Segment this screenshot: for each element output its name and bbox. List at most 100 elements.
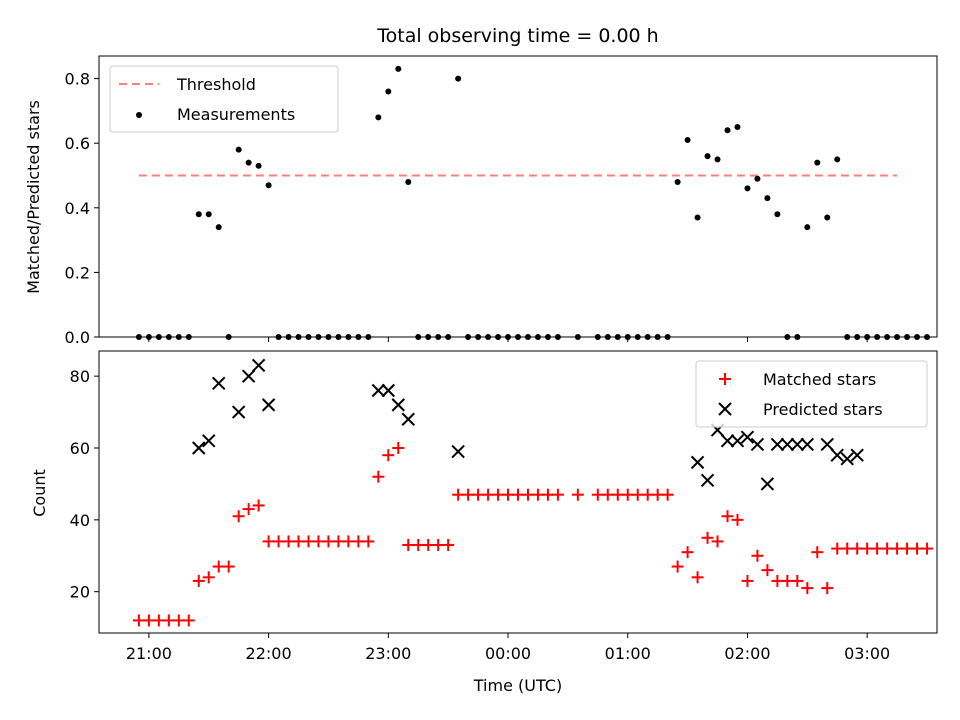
predicted-stars-point bbox=[202, 434, 216, 448]
matched-stars-point bbox=[232, 510, 245, 523]
matched-stars-point bbox=[681, 546, 694, 559]
x-tick-label: 22:00 bbox=[246, 644, 292, 663]
ratio-y-tick-label: 0.6 bbox=[65, 134, 90, 153]
measurement-point bbox=[395, 65, 402, 72]
predicted-stars-point bbox=[690, 455, 705, 470]
predicted-stars-point bbox=[212, 376, 226, 391]
x-tick-label: 21:00 bbox=[126, 644, 172, 663]
measurement-point bbox=[734, 124, 741, 131]
ratio-legend-box bbox=[109, 65, 339, 133]
measurement-point bbox=[195, 211, 202, 218]
matched-stars-point bbox=[192, 574, 205, 587]
predicted-stars-point bbox=[830, 448, 844, 462]
matched-stars-point bbox=[741, 574, 754, 587]
ratio-panel: Total observing time = 0.00 h 0.00.20.40… bbox=[24, 25, 938, 347]
measurement-point bbox=[694, 214, 701, 221]
count-legend-box bbox=[695, 360, 928, 428]
ratio-y-tick-label: 0.2 bbox=[65, 263, 90, 282]
predicted-stars-point bbox=[401, 412, 415, 426]
measurement-point bbox=[834, 156, 841, 163]
measurement-point bbox=[205, 211, 212, 218]
measurement-point bbox=[824, 214, 831, 221]
matched-stars-point bbox=[821, 582, 834, 595]
ratio-y-axis-label: Matched/Predicted stars bbox=[24, 100, 43, 294]
ratio-chart-title: Total observing time = 0.00 h bbox=[376, 25, 658, 47]
count-x-axis: 21:00 22:00 23:00 00:00 01:00 02:00 03:00 bbox=[126, 633, 890, 663]
count-panel: 20 40 60 80 21:00 22:00 23:00 00:00 01:00 02:00 0… bbox=[30, 350, 938, 695]
predicted-stars-point bbox=[770, 437, 785, 452]
count-y-tick-label: 40 bbox=[70, 511, 90, 530]
x-tick-label: 01:00 bbox=[605, 644, 651, 663]
measurement-point bbox=[764, 195, 771, 202]
predicted-stars-point bbox=[740, 430, 755, 444]
matched-stars-point bbox=[392, 441, 405, 454]
predicted-stars-point bbox=[391, 398, 405, 412]
matched-stars-point bbox=[801, 582, 814, 595]
predicted-stars-point bbox=[800, 437, 815, 452]
measurement-point bbox=[674, 178, 681, 185]
matched-stars-point bbox=[372, 470, 385, 483]
measurement-point bbox=[405, 178, 412, 185]
count-y-tick-label: 80 bbox=[70, 367, 90, 386]
matched-stars-point bbox=[921, 542, 934, 555]
predicted-stars-point bbox=[750, 437, 765, 452]
ratio-y-tick-label: 0.4 bbox=[65, 199, 90, 218]
predicted-stars-point bbox=[790, 437, 805, 452]
measurement-point bbox=[245, 159, 252, 166]
measurement-point bbox=[774, 211, 781, 218]
predicted-stars-point bbox=[381, 383, 396, 398]
measurement-point bbox=[714, 156, 721, 163]
measurement-point bbox=[744, 185, 751, 192]
predicted-stars-point bbox=[371, 383, 386, 398]
count-y-tick-label: 60 bbox=[70, 439, 90, 458]
measurement-point bbox=[255, 162, 262, 169]
matched-stars-point bbox=[791, 574, 804, 587]
matched-stars-point bbox=[182, 614, 195, 627]
measurement-point bbox=[385, 88, 392, 95]
ratio-y-tick-label: 0.8 bbox=[65, 70, 90, 89]
predicted-stars-point bbox=[231, 405, 246, 419]
legend-measurements-label: Measurements bbox=[177, 105, 295, 124]
x-axis-label: Time (UTC) bbox=[473, 676, 562, 695]
measurement-point bbox=[754, 175, 761, 182]
count-y-axis: 20 40 60 80 bbox=[70, 367, 99, 602]
predicted-stars-point bbox=[700, 473, 715, 488]
matched-stars-point bbox=[811, 546, 824, 559]
predicted-stars-point bbox=[720, 434, 735, 448]
ratio-y-tick-label: 0.0 bbox=[65, 328, 90, 347]
predicted-stars-point bbox=[261, 398, 276, 412]
legend-matched-swatch bbox=[719, 373, 731, 385]
predicted-stars-point bbox=[251, 358, 266, 373]
matched-stars-point bbox=[711, 535, 724, 548]
ratio-y-axis: 0.0 0.2 0.4 0.6 0.8 bbox=[65, 70, 99, 347]
measurement-point bbox=[814, 159, 821, 166]
measurement-point bbox=[804, 224, 811, 231]
ratio-legend: Threshold Measurements bbox=[109, 65, 339, 133]
measurement-point bbox=[684, 136, 691, 143]
legend-predicted-swatch bbox=[718, 402, 732, 416]
predicted-stars-point bbox=[241, 369, 256, 383]
measurement-point bbox=[704, 153, 711, 160]
matched-stars-point bbox=[551, 488, 564, 501]
matched-stars-point bbox=[701, 531, 714, 544]
x-tick-label: 23:00 bbox=[365, 644, 411, 663]
predicted-stars-point bbox=[730, 434, 745, 448]
x-tick-label: 00:00 bbox=[485, 644, 531, 663]
count-legend: Matched stars Predicted stars bbox=[695, 360, 928, 428]
x-tick-label: 02:00 bbox=[724, 644, 770, 663]
predicted-stars-point bbox=[780, 437, 795, 452]
count-plot-frame bbox=[98, 350, 938, 634]
predicted-stars-point bbox=[820, 437, 834, 452]
measurement-point bbox=[375, 114, 382, 121]
measurement-point bbox=[235, 146, 242, 153]
legend-predicted-label: Predicted stars bbox=[763, 400, 883, 419]
predicted-stars-point bbox=[760, 477, 775, 491]
ratio-plot-frame bbox=[98, 55, 938, 338]
matched-stars-point bbox=[382, 449, 395, 462]
matched-stars-point bbox=[242, 503, 255, 516]
legend-measurements-swatch bbox=[136, 112, 142, 118]
matched-stars-point bbox=[661, 488, 674, 501]
predicted-stars-point bbox=[840, 452, 854, 466]
legend-threshold-label: Threshold bbox=[176, 75, 256, 94]
